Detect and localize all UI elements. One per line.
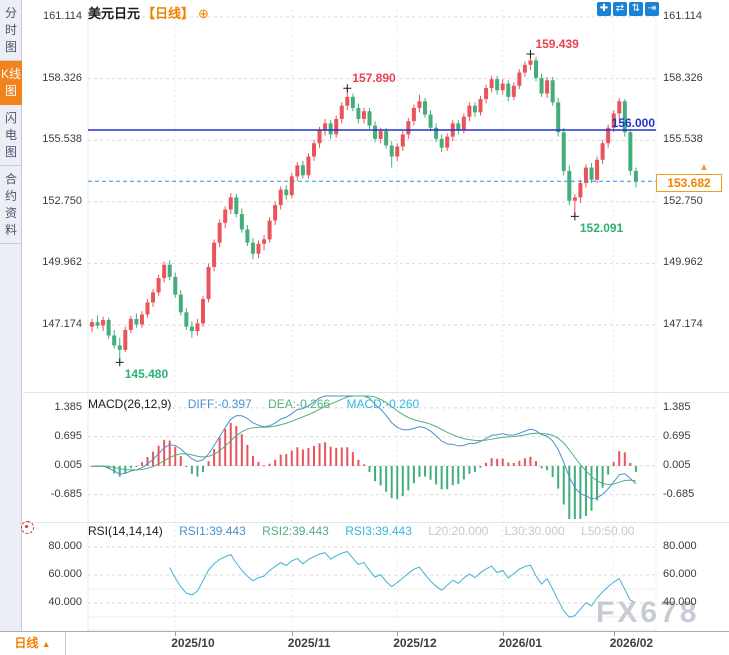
y-axis-label: 149.962 (42, 256, 82, 269)
extreme-cross-marker (343, 84, 352, 93)
zoom-x-tool-button[interactable]: ⇄ (613, 2, 627, 16)
last-price-tag[interactable]: 153.682 (656, 174, 722, 192)
period-tag: 【日线】 (142, 6, 195, 21)
chart-toolbar: ✚ ⇄ ⇅ ⇥ (597, 2, 659, 16)
y-axis-label: 0.005 (54, 458, 82, 471)
y-axis-label: 161.114 (663, 10, 702, 22)
y-axis-label: 158.326 (42, 71, 82, 84)
y-axis-label: 152.750 (663, 194, 703, 207)
time-axis-bar: 日线 ▲ 2025/10 2025/11 2025/12 2026/01 2026/02 (0, 631, 729, 655)
sidebar-tab-K线图[interactable]: K线图 (0, 61, 22, 105)
dropdown-arrow-icon: ▲ (41, 639, 51, 649)
watermark: FX678 (596, 596, 700, 629)
y-axis-label: 1.385 (54, 400, 82, 413)
macd-panel (91, 395, 637, 519)
period-selector-label: 日线 (14, 636, 39, 650)
y-axis-label: -0.685 (663, 487, 695, 500)
y-axis-label: -0.685 (50, 487, 82, 500)
y-axis-label: 158.326 (663, 71, 703, 84)
sidebar-tab-分时图[interactable]: 分时图 (0, 0, 22, 61)
sidebar-tab-闪电图[interactable]: 闪电图 (0, 105, 22, 166)
y-axis-label: 0.005 (663, 458, 691, 471)
rsi-l20-readout: L20:20.000 (428, 524, 489, 538)
x-axis-label: 2025/10 (171, 636, 215, 650)
y-axis-label: 155.538 (42, 133, 82, 146)
candlestick-series (90, 54, 638, 363)
macd-diff-readout: DIFF:-0.397 (187, 397, 252, 411)
indicator-settings-icon[interactable] (21, 521, 34, 534)
macd-params: MACD(26,12,9) (88, 397, 172, 411)
y-axis-label: 0.695 (663, 429, 691, 442)
y-axis-label: 40.000 (663, 596, 697, 608)
y-axis-label: 40.000 (48, 596, 82, 608)
panel-divider (23, 392, 729, 393)
y-axis-label: 147.174 (42, 318, 82, 330)
y-axis-label: 149.962 (663, 256, 703, 269)
chart-title-bar: 美元日元 【日线】 ⊕ (88, 3, 209, 22)
y-axis-label: 80.000 (663, 540, 697, 552)
x-axis-tick (291, 632, 293, 636)
rsi1-readout: RSI1:39.443 (179, 524, 246, 538)
price-up-arrow-icon: ▲ (699, 162, 709, 173)
crosshair-tool-button[interactable]: ✚ (597, 2, 611, 16)
price-annotation: 145.480 (124, 367, 169, 382)
extreme-cross-marker (570, 212, 579, 221)
rsi3-readout: RSI3:39.443 (345, 524, 412, 538)
macd-diff-line (91, 395, 637, 500)
x-axis-label: 2025/11 (287, 636, 331, 650)
chart-type-sidebar: 分时图 K线图 闪电图 合约资料 (0, 0, 22, 632)
rsi-line (169, 550, 637, 618)
x-axis-tick (613, 632, 615, 636)
y-axis-label: 152.750 (42, 194, 82, 207)
chart-settings-icon[interactable]: ⊕ (198, 6, 209, 21)
x-axis-label: 2025/12 (393, 636, 437, 650)
macd-dea-line (91, 395, 636, 486)
rsi-l30-readout: L30:30.000 (504, 524, 565, 538)
x-axis-tick (397, 632, 399, 636)
y-axis-label: 60.000 (663, 568, 697, 580)
symbol-name: 美元日元 (88, 6, 141, 21)
x-axis-tick (175, 632, 177, 636)
resistance-price-label: 156.000 (611, 116, 655, 130)
y-axis-label: 0.695 (54, 429, 82, 442)
period-selector[interactable]: 日线 ▲ (0, 632, 66, 655)
panel-divider (23, 522, 729, 523)
zoom-y-tool-button[interactable]: ⇅ (629, 2, 643, 16)
x-axis-tick (502, 632, 504, 636)
y-axis-label: 60.000 (48, 568, 82, 580)
price-annotation: 157.890 (352, 71, 396, 86)
rsi2-readout: RSI2:39.443 (262, 524, 329, 538)
price-annotation: 159.439 (535, 37, 579, 51)
x-axis-label: 2026/01 (498, 636, 543, 650)
macd-value-readout: MACD:-0.260 (346, 397, 420, 411)
macd-indicator-header: MACD(26,12,9) DIFF:-0.397 DEA:-0.266 MAC… (88, 397, 432, 411)
y-axis-label: 1.385 (663, 400, 691, 413)
price-annotation: 152.091 (579, 221, 624, 236)
extreme-cross-marker (526, 50, 535, 59)
y-axis-label: 80.000 (48, 540, 82, 552)
rsi-indicator-header: RSI(14,14,14) RSI1:39.443 RSI2:39.443 RS… (88, 524, 647, 538)
rsi-l50-readout: L50:50.00 (581, 524, 635, 538)
y-axis-label: 147.174 (663, 318, 703, 330)
extreme-cross-marker (115, 358, 124, 367)
x-axis-label: 2026/02 (609, 636, 654, 650)
y-axis-label: 155.538 (663, 133, 703, 146)
pan-right-tool-button[interactable]: ⇥ (645, 2, 659, 16)
y-axis-label: 161.114 (43, 10, 82, 22)
macd-dea-readout: DEA:-0.266 (268, 397, 331, 411)
rsi-params: RSI(14,14,14) (88, 524, 163, 538)
sidebar-tab-合约资料[interactable]: 合约资料 (0, 166, 22, 244)
